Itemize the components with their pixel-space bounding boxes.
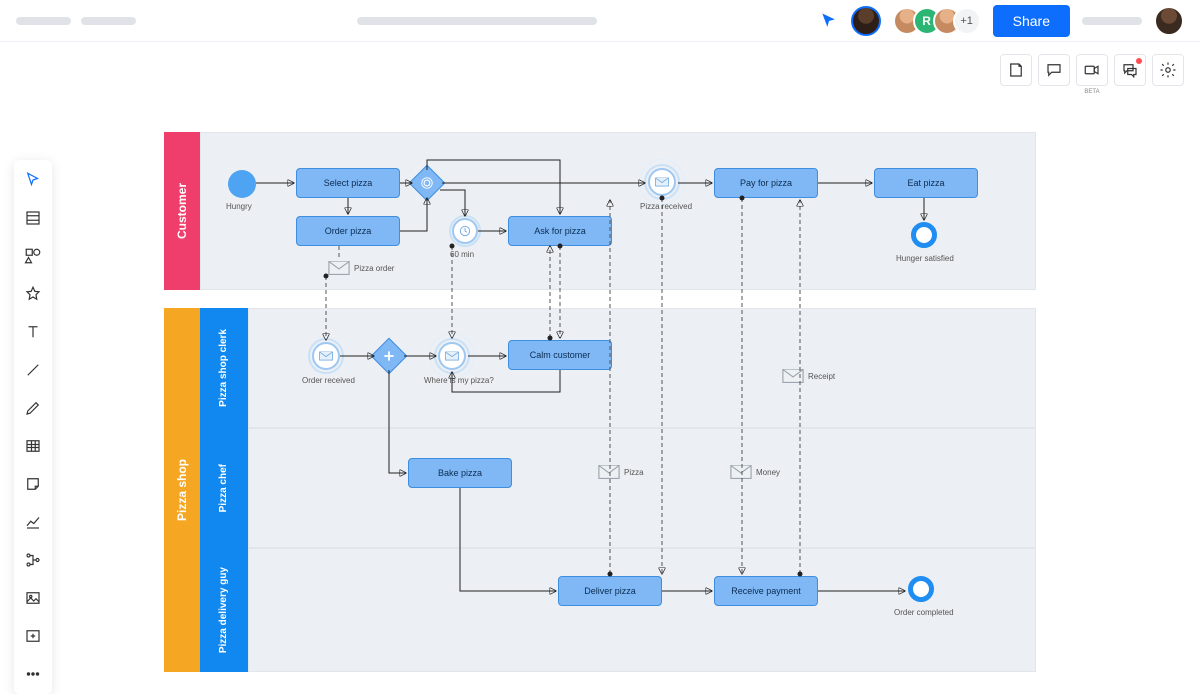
message-event-pizza-received[interactable] [648, 168, 676, 196]
start-event-hungry[interactable] [228, 170, 256, 198]
task-pay-for-pizza[interactable]: Pay for pizza [714, 168, 818, 198]
envelope-icon [328, 260, 350, 276]
lane-header-chef: Pizza chef [200, 428, 248, 548]
message-event-where-is-my-pizza[interactable] [438, 342, 466, 370]
message-start-order-received[interactable] [312, 342, 340, 370]
label-pizza: Pizza [624, 468, 644, 477]
task-deliver-pizza[interactable]: Deliver pizza [558, 576, 662, 606]
task-select-pizza[interactable]: Select pizza [296, 168, 400, 198]
pool-customer[interactable]: Customer [164, 132, 1036, 290]
end-event-order-completed[interactable] [908, 576, 934, 602]
task-calm-customer[interactable]: Calm customer [508, 340, 612, 370]
label-where-is-my-pizza: Where is my pizza? [424, 376, 494, 385]
task-bake-pizza[interactable]: Bake pizza [408, 458, 512, 488]
label-pizza-received: Pizza received [640, 202, 692, 211]
label-hunger-satisfied: Hunger satisfied [896, 254, 954, 263]
lane-header-clerk: Pizza shop clerk [200, 308, 248, 428]
label-hungry: Hungry [226, 202, 252, 211]
topbar: R +1 Share [0, 0, 1200, 42]
timer-event-60min[interactable] [452, 218, 478, 244]
lane-clerk [248, 308, 1036, 428]
lane-customer [200, 132, 1036, 290]
lane-header-delivery: Pizza delivery guy [200, 548, 248, 672]
label-order-received: Order received [302, 376, 355, 385]
envelope-icon [598, 464, 620, 480]
presence-avatar-stack: R +1 [893, 7, 981, 35]
user-avatar[interactable] [1154, 6, 1184, 36]
breadcrumb-placeholder [16, 17, 71, 25]
label-order-completed: Order completed [894, 608, 954, 617]
label-pizza-order: Pizza order [354, 264, 394, 273]
share-button[interactable]: Share [993, 5, 1070, 37]
title-placeholder [357, 17, 597, 25]
label-60min: 60 min [450, 250, 474, 259]
presence-avatar-primary[interactable] [851, 6, 881, 36]
presence-overflow[interactable]: +1 [953, 7, 981, 35]
task-eat-pizza[interactable]: Eat pizza [874, 168, 978, 198]
task-ask-for-pizza[interactable]: Ask for pizza [508, 216, 612, 246]
presence-cursor-icon [819, 11, 839, 31]
breadcrumb-placeholder [81, 17, 136, 25]
end-event-hunger-satisfied[interactable] [911, 222, 937, 248]
envelope-icon [730, 464, 752, 480]
more-tools-icon[interactable] [18, 662, 48, 686]
bpmn-diagram: Customer Pizza shop Pizza shop clerk Piz… [0, 42, 1200, 630]
label-receipt: Receipt [808, 372, 835, 381]
label-money: Money [756, 468, 780, 477]
task-order-pizza[interactable]: Order pizza [296, 216, 400, 246]
canvas[interactable]: Customer Pizza shop Pizza shop clerk Piz… [0, 42, 1200, 630]
lane-chef [248, 428, 1036, 548]
menu-placeholder[interactable] [1082, 17, 1142, 25]
task-receive-payment[interactable]: Receive payment [714, 576, 818, 606]
pool-header-customer: Customer [164, 132, 200, 290]
pool-header-shop: Pizza shop [164, 308, 200, 672]
envelope-icon [782, 368, 804, 384]
